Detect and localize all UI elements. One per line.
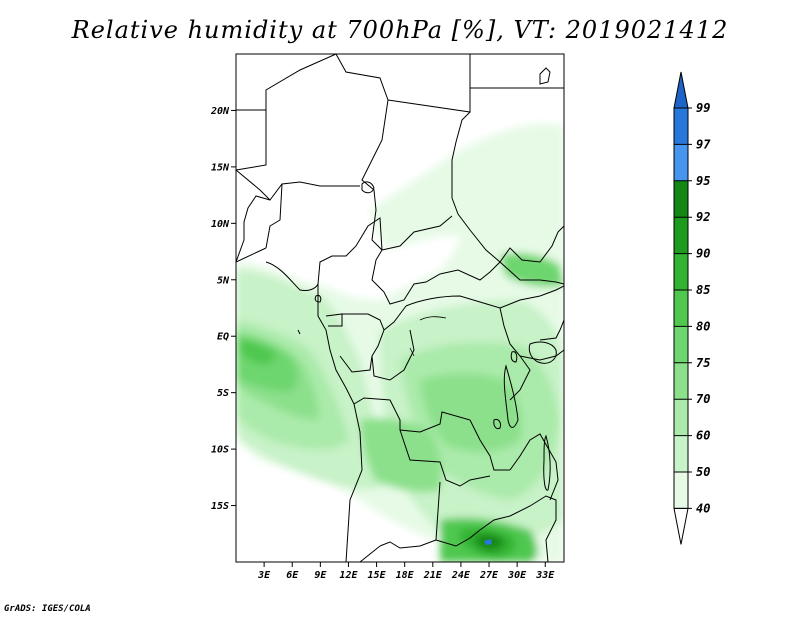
rh-80-east-region <box>500 253 564 287</box>
colorbar-segment <box>674 326 688 363</box>
colorbar-segment <box>674 253 688 290</box>
lon-tick-label: 6E <box>286 570 299 581</box>
lake-chad <box>361 181 375 194</box>
country-borders <box>236 54 564 562</box>
longitude-axis: 3E 6E 9E 12E 15E 18E 21E 24E 27E 30E 33E <box>257 562 555 581</box>
lat-tick-label: EQ <box>217 332 229 343</box>
colorbar-label: 90 <box>696 247 710 261</box>
islands <box>297 67 551 335</box>
lake-mweru <box>493 419 501 429</box>
colorbar-segment <box>674 180 688 218</box>
lon-tick-label: 12E <box>339 570 358 581</box>
map-title: Relative humidity at 700hPa [%], VT: 201… <box>71 16 729 44</box>
colorbar-label: 99 <box>696 101 710 115</box>
rh-85-region <box>240 340 276 365</box>
colorbar-label: 60 <box>696 429 710 443</box>
colorbar-segment <box>674 435 688 472</box>
lon-tick-label: 33E <box>535 570 555 581</box>
lat-tick-label: 10S <box>211 445 229 456</box>
colorbar-low-triangle <box>673 507 689 545</box>
colorbar-segment <box>674 217 688 254</box>
lake-victoria <box>528 341 557 364</box>
colorbar-label: 70 <box>696 392 710 406</box>
colorbar-segment <box>674 290 688 327</box>
lon-tick-label: 21E <box>423 570 443 581</box>
lake-malawi <box>543 434 551 491</box>
lake-tanganyika <box>503 364 519 428</box>
colorbar-label: 95 <box>696 174 710 188</box>
colorbar-label: 85 <box>696 283 710 297</box>
rh-50-north-region <box>370 123 564 261</box>
map-frame <box>235 53 565 563</box>
colorbar-label: 75 <box>696 356 710 370</box>
humidity-field <box>236 54 564 562</box>
lon-tick-label: 9E <box>314 570 327 581</box>
lat-tick-label: 10N <box>211 219 230 230</box>
colorbar-segment <box>674 362 688 400</box>
lat-tick-label: 15N <box>211 162 230 173</box>
lon-tick-label: 30E <box>507 570 527 581</box>
lon-tick-label: 27E <box>479 570 499 581</box>
lat-tick-label: 5N <box>217 275 230 286</box>
lake-kivu <box>510 351 518 363</box>
colorbar-high-triangle <box>673 71 689 109</box>
lon-tick-label: 15E <box>368 570 387 581</box>
colorbar-label: 50 <box>696 465 710 479</box>
lon-tick-label: 24E <box>451 570 471 581</box>
rh-97-region <box>484 539 492 545</box>
colorbar-label: 97 <box>696 137 711 151</box>
credit-text: GrADS: IGES/COLA <box>4 604 91 614</box>
colorbar-segment <box>674 399 688 436</box>
lat-tick-label: 5S <box>217 388 229 399</box>
colorbar-label: 80 <box>696 319 710 333</box>
colorbar-legend: 40 50 60 70 75 80 85 90 92 95 97 99 <box>673 71 711 545</box>
lon-tick-label: 3E <box>257 570 271 581</box>
colorbar-segment <box>674 144 688 181</box>
humidity-field-shading <box>236 123 564 562</box>
lakes <box>361 181 557 491</box>
rivers <box>409 316 447 357</box>
colorbar-segment <box>674 472 688 509</box>
colorbar-label: 40 <box>696 501 710 515</box>
lat-tick-label: 20N <box>210 106 230 117</box>
latitude-axis: 20N 15N 10N 5N EQ 5S 10S 15S <box>210 106 236 512</box>
lat-tick-label: 15S <box>211 501 229 512</box>
colorbar-segment <box>674 108 688 145</box>
colorbar-label: 92 <box>696 210 710 224</box>
rh-75-south-region <box>360 418 442 492</box>
rh-75-east-region <box>420 373 522 452</box>
lon-tick-label: 18E <box>396 570 415 581</box>
